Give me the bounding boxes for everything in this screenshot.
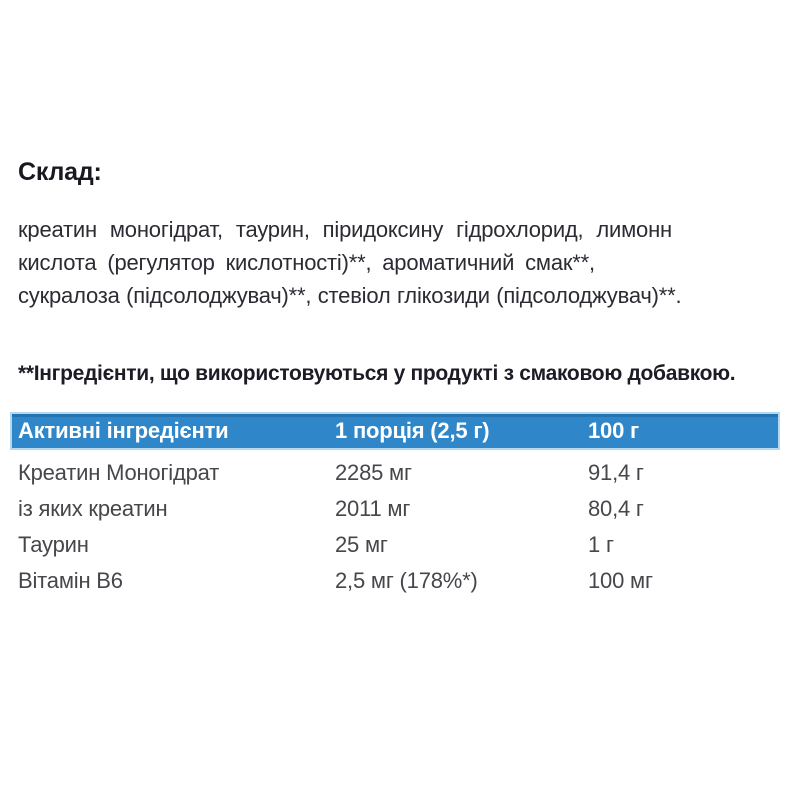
table-row: Вітамін B6 2,5 мг (178%*) 100 мг bbox=[10, 563, 780, 599]
cell-per-serving: 25 мг bbox=[335, 532, 388, 557]
cell-per-100g: 100 мг bbox=[588, 568, 653, 593]
cell-ingredient-name: із яких креатин bbox=[18, 496, 168, 521]
ingredients-line: креатин моногідрат, таурин, піридоксину … bbox=[18, 217, 672, 242]
table-row: Креатин Моногідрат 2285 мг 91,4 г bbox=[10, 455, 780, 491]
nutrition-table: Активні інгредієнти 1 порція (2,5 г) 100… bbox=[10, 412, 780, 599]
cell-ingredient-name: Вітамін B6 bbox=[18, 568, 123, 593]
col-header-per-100g: 100 г bbox=[588, 418, 639, 443]
cell-per-serving: 2011 мг bbox=[335, 496, 411, 521]
nutrition-table-body: Креатин Моногідрат 2285 мг 91,4 г із яки… bbox=[10, 455, 780, 599]
cell-ingredient-name: Таурин bbox=[18, 532, 89, 557]
flavor-footnote: **Інгредієнти, що використовуються у про… bbox=[18, 362, 736, 385]
table-row: Таурин 25 мг 1 г bbox=[10, 527, 780, 563]
col-header-per-serving: 1 порція (2,5 г) bbox=[335, 418, 490, 443]
cell-per-100g: 1 г bbox=[588, 532, 614, 557]
nutrition-table-header: Активні інгредієнти 1 порція (2,5 г) 100… bbox=[10, 412, 780, 450]
cell-per-serving: 2285 мг bbox=[335, 460, 412, 485]
ingredients-paragraph: креатин моногідрат, таурин, піридоксину … bbox=[18, 213, 788, 312]
cell-per-100g: 80,4 г bbox=[588, 496, 644, 521]
ingredients-line: сукралоза (підсолоджувач)**, стевіол глі… bbox=[18, 283, 682, 308]
cell-per-100g: 91,4 г bbox=[588, 460, 644, 485]
col-header-active-ingredients: Активні інгредієнти bbox=[18, 418, 229, 443]
ingredients-line: кислота (регулятор кислотності)**, арома… bbox=[18, 250, 595, 275]
table-row: із яких креатин 2011 мг 80,4 г bbox=[10, 491, 780, 527]
composition-heading: Склад: bbox=[18, 158, 102, 186]
cell-ingredient-name: Креатин Моногідрат bbox=[18, 460, 220, 485]
cell-per-serving: 2,5 мг (178%*) bbox=[335, 568, 478, 593]
